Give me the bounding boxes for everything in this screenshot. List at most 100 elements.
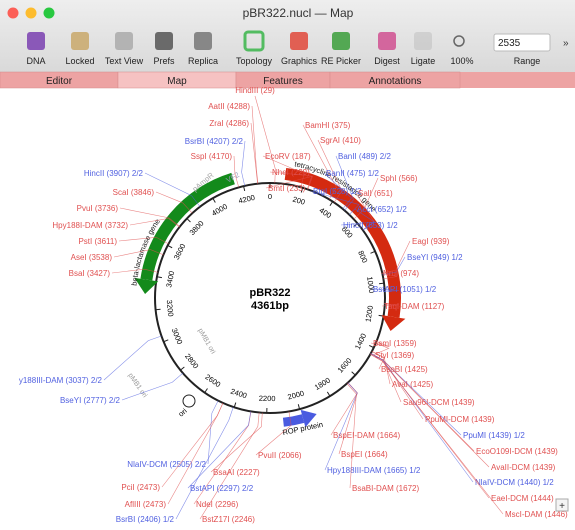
enzyme-label: EcoO109I-DCM (1439) <box>476 447 558 456</box>
tab-label: Editor <box>46 76 73 87</box>
toolbar-icon[interactable] <box>414 32 432 50</box>
tick-mark <box>371 251 376 253</box>
enzyme-label: BseYI (2777) 2/2 <box>60 396 121 405</box>
tick-mark <box>379 283 384 284</box>
toolbar-label: Digest <box>374 56 400 66</box>
enzyme-label: SphI (566) <box>380 174 418 183</box>
enzyme-label: Hpy188III-DAM (1665) 1/2 <box>327 466 421 475</box>
ori-marker <box>183 395 195 407</box>
tick-label: 0 <box>268 192 272 201</box>
enzyme-label: NheI (229) <box>272 168 310 177</box>
inner-label: pMB1 ori <box>196 328 216 356</box>
enzyme-label: NdeI (2296) <box>196 500 239 509</box>
inner-label: pMB1 ori <box>126 372 148 399</box>
enzyme-label: BanII (475) 1/2 <box>326 169 379 178</box>
window-title: pBR322.nucl — Map <box>243 6 354 20</box>
overflow-chevron[interactable]: » <box>563 38 569 49</box>
toolbar-label: Replica <box>188 56 218 66</box>
tick-label: 400 <box>318 206 333 220</box>
enzyme-label: PciI (2473) <box>121 483 160 492</box>
feature-arc <box>283 419 303 423</box>
enzyme-label: Hpy188I-DAM (3732) <box>52 221 128 230</box>
close-button[interactable] <box>8 8 19 19</box>
zoom-button[interactable] <box>44 8 55 19</box>
toolbar-icon[interactable] <box>194 32 212 50</box>
enzyme-label: PpuMI (1439) 1/2 <box>463 431 525 440</box>
tick-mark <box>327 392 330 396</box>
primer-label: VF2 <box>225 170 241 185</box>
enzyme-label: EaeI-DCM (1444) <box>491 494 554 503</box>
enzyme-label: BstZ17I (2246) <box>202 515 255 524</box>
tick-mark <box>187 219 191 222</box>
enzyme-label: NlaIV-DCM (1440) 1/2 <box>475 478 554 487</box>
tick-mark <box>213 198 215 202</box>
enzyme-leader <box>251 123 258 184</box>
toolbar-label: DNA <box>26 56 45 66</box>
tick-label: 3400 <box>164 270 176 288</box>
enzyme-label: AatII (4288) <box>208 102 250 111</box>
tick-mark <box>352 372 356 375</box>
enzyme-label: SspI (4170) <box>191 152 233 161</box>
tick-label: 4200 <box>238 193 256 206</box>
enzyme-label: BsaI (3427) <box>69 269 111 278</box>
toolbar-label: Range <box>514 56 541 66</box>
enzyme-label: EagI (939) <box>412 237 450 246</box>
tick-label: 2600 <box>203 372 222 389</box>
tick-label: 3600 <box>172 242 188 261</box>
toolbar-icon[interactable] <box>332 32 350 50</box>
tick-mark <box>180 367 184 370</box>
enzyme-label: BsrBI (4207) 2/2 <box>185 137 244 146</box>
plasmid-length: 4361bp <box>251 300 289 312</box>
tab-label: Map <box>167 76 187 87</box>
enzyme-leader <box>208 401 218 464</box>
enzyme-label: BstAPI (2297) 2/2 <box>190 484 254 493</box>
tick-label: 3000 <box>170 327 185 346</box>
enzyme-label: BtgI (528) 1/2 <box>313 187 362 196</box>
tick-mark <box>168 245 172 247</box>
toolbar-icon[interactable] <box>290 32 308 50</box>
minimize-button[interactable] <box>26 8 37 19</box>
enzyme-label: ZraI (4286) <box>209 119 249 128</box>
toolbar-label: Locked <box>65 56 94 66</box>
enzyme-label: BanII (489) 2/2 <box>338 152 391 161</box>
tick-label: 1600 <box>336 356 354 374</box>
tick-label: 3200 <box>165 299 176 317</box>
toolbar-icon[interactable] <box>155 32 173 50</box>
tick-mark <box>156 309 161 310</box>
toolbar-label: Topology <box>236 56 273 66</box>
plasmid-name: pBR322 <box>250 287 291 299</box>
enzyme-label: SalI (651) <box>358 189 393 198</box>
enzyme-label: SgrAI (410) <box>320 136 361 145</box>
enzyme-label: NruI (974) <box>383 269 419 278</box>
enzyme-label: BspEI-DAM (1664) <box>333 431 400 440</box>
enzyme-leader <box>371 353 401 402</box>
enzyme-label: PvuI (3736) <box>77 204 119 213</box>
enzyme-leader <box>242 141 245 186</box>
enzyme-label: BsrBI (2406) 1/2 <box>116 515 175 524</box>
tick-label: 4000 <box>210 202 229 218</box>
toolbar-icon[interactable] <box>71 32 89 50</box>
tick-label: 2200 <box>259 394 276 403</box>
toolbar-label: Text View <box>105 56 144 66</box>
enzyme-label: HincII (3907) 2/2 <box>84 169 144 178</box>
ori-label: ori <box>177 406 189 418</box>
toolbar-label: Graphics <box>281 56 318 66</box>
plus-icon: + <box>559 501 565 512</box>
tick-label: 2800 <box>183 352 200 371</box>
enzyme-label: BamHI (375) <box>305 121 351 130</box>
enzyme-label: BspEI (1664) <box>341 450 388 459</box>
tick-label: 800 <box>356 249 369 264</box>
enzyme-label: PstI (3611) <box>78 237 117 246</box>
enzyme-label: AflIII (2473) <box>125 500 167 509</box>
toolbar-icon[interactable] <box>378 32 396 50</box>
tick-label: 2400 <box>229 387 248 401</box>
toolbar-icon[interactable] <box>115 32 133 50</box>
tick-mark <box>330 202 333 206</box>
enzyme-label: AccI (652) 1/2 <box>357 205 407 214</box>
enzyme-label: BsaAI (2227) <box>213 468 260 477</box>
toolbar-icon[interactable] <box>27 32 45 50</box>
position-value: 2535 <box>498 38 521 49</box>
toolbar-label: RE Picker <box>321 56 361 66</box>
